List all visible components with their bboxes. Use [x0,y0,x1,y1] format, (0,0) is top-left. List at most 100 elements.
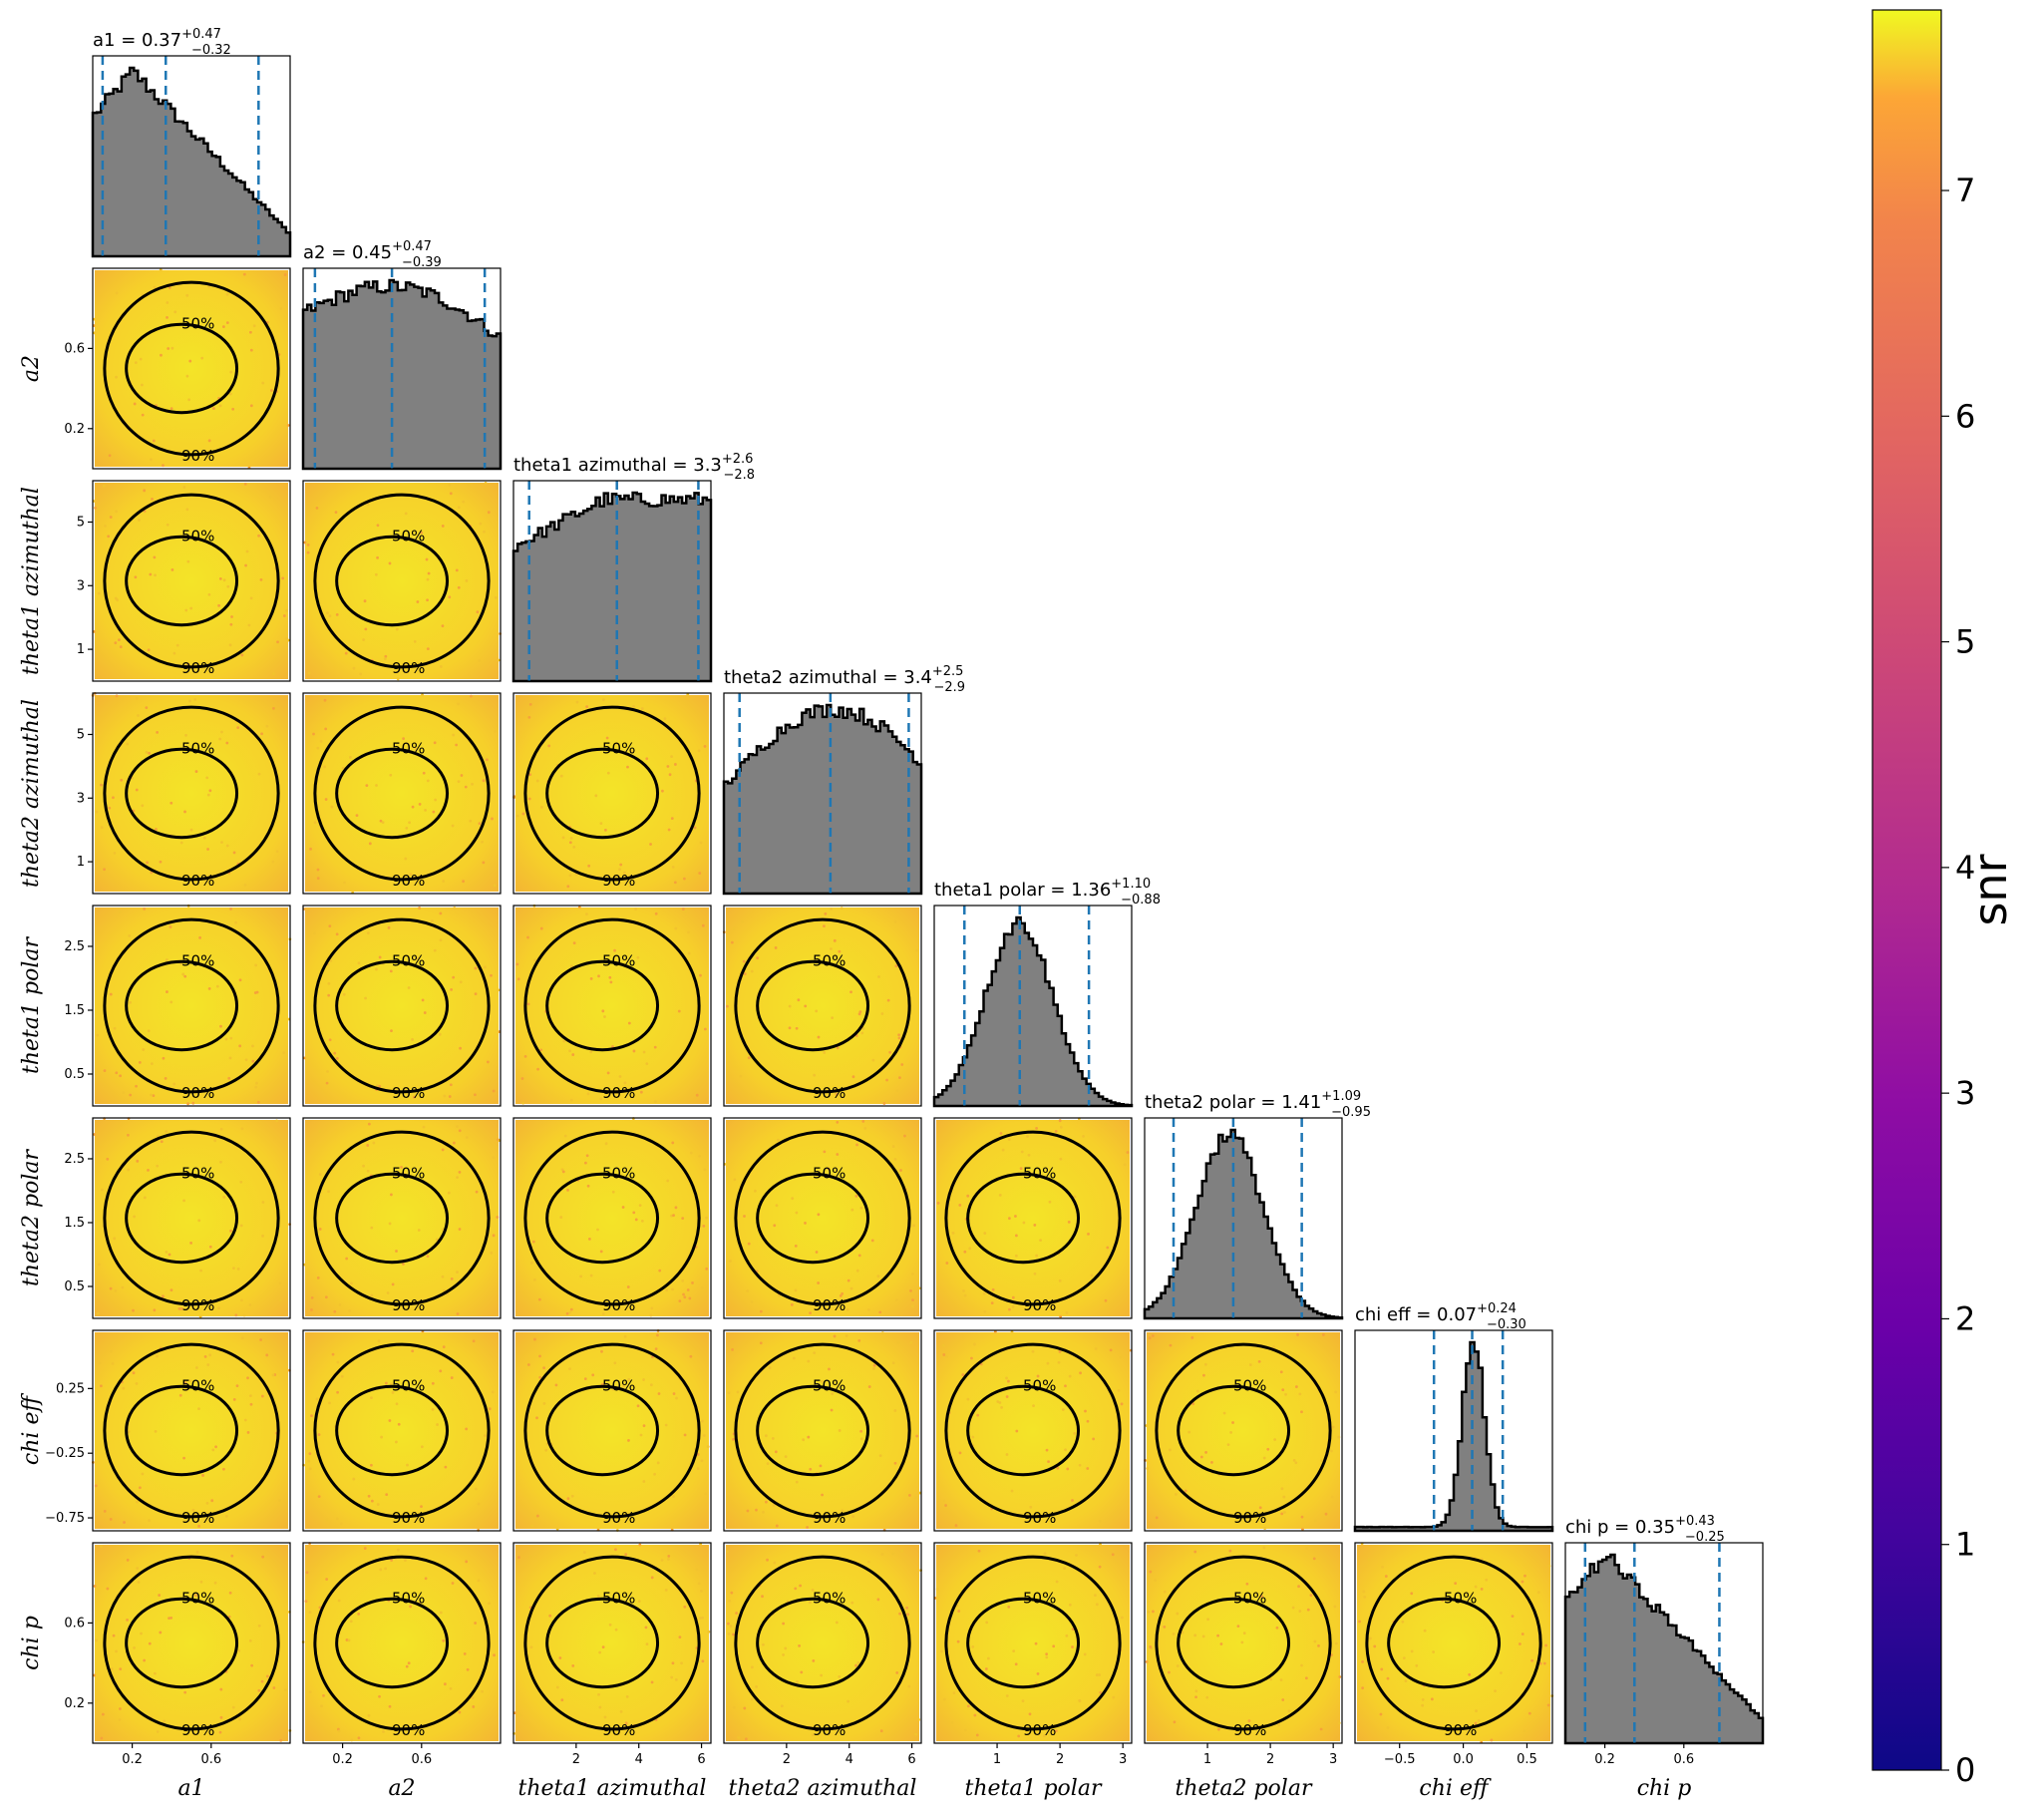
axes-frame [92,1117,291,1319]
xtick-label-theta1_az: 2 [572,1752,580,1767]
scatter-point [962,1289,965,1292]
scatter-panel-5-4: 50%90% [933,1117,1133,1319]
scatter-point [465,1560,469,1564]
scatter-point [791,1197,795,1201]
scatter-point [169,1000,173,1004]
contour-50 [545,1597,660,1689]
axes-frame [1144,1542,1343,1744]
scatter-point [1284,1392,1287,1396]
scatter-point [357,1736,361,1740]
scatter-point [1168,1448,1172,1452]
ytick-label-chi_eff: −0.75 [45,1511,85,1526]
scatter-point [536,1067,539,1071]
scatter-point [187,398,191,402]
scatter-point [628,885,632,888]
scatter-point [806,1526,809,1529]
ytick-label-a2: 0.2 [64,422,85,437]
scatter-point [1430,1697,1434,1701]
scatter-point [656,1333,659,1337]
scatter-point [561,836,565,840]
scatter-point [94,1484,98,1488]
axes-frame [92,1542,291,1744]
scatter-point [115,694,119,698]
scatter-point [104,525,107,528]
scatter-point [391,1282,395,1286]
scatter-point [872,1363,876,1367]
scatter-point [702,1434,706,1437]
scatter-point [672,1392,676,1395]
scatter-point [123,1521,126,1524]
scatter-point [851,1075,855,1079]
scatter-point [674,1206,678,1210]
scatter-point [255,1081,258,1085]
scatter-density-a1-theta2_pol [95,1120,288,1316]
scatter-point [1281,1698,1285,1701]
scatter-point [774,946,778,949]
scatter-point [608,975,612,979]
scatter-point [598,1705,602,1709]
scatter-point [1031,1349,1035,1353]
scatter-point [219,1024,222,1028]
scatter-point [217,603,221,607]
scatter-point [168,286,171,289]
scatter-point [191,1508,195,1512]
scatter-point [859,1437,863,1441]
scatter-point [143,1658,147,1662]
scatter-point [1011,1295,1015,1299]
scatter-point [375,967,378,971]
contour-90 [103,1342,280,1519]
title-plus-theta2_az: +2.5 [932,664,964,679]
scatter-point [813,1351,817,1355]
scatter-point [1474,1585,1478,1589]
scatter-point [431,1407,435,1411]
scatter-point [426,647,430,651]
scatter-point [1485,1578,1489,1582]
scatter-panel-7-5: 50%90% [1144,1542,1343,1744]
scatter-point [572,941,576,945]
scatter-point [1022,1221,1026,1225]
scatter-point [279,307,283,310]
scatter-point [194,770,198,773]
scatter-point [1007,1605,1011,1609]
ytick-label-chi_p: 0.6 [64,1616,85,1631]
scatter-point [627,1439,630,1442]
scatter-point [343,881,346,885]
colorbar-tick-label: 1 [1955,1526,1975,1564]
scatter-density-theta2_pol-chi_eff [1147,1332,1340,1529]
axes-frame [933,1542,1133,1744]
scatter-point [1108,1548,1112,1552]
scatter-point [1423,1629,1427,1633]
scatter-point [950,1721,954,1724]
scatter-point [405,1664,409,1668]
scatter-point [101,1188,104,1192]
scatter-point [566,885,570,889]
contour-90 [944,1130,1122,1306]
scatter-point [1032,1404,1035,1408]
contour-90 [734,917,911,1094]
scatter-point [337,1599,341,1603]
scatter-point [762,1642,765,1646]
scatter-point [379,1568,383,1572]
scatter-point [249,596,253,600]
scatter-point [376,524,380,528]
scatter-point [217,1306,220,1310]
scatter-point [1320,1459,1324,1463]
scatter-point [811,1733,815,1737]
scatter-point [613,1361,617,1365]
scatter-point [819,1464,823,1468]
xtick-label-theta1_pol: 1 [993,1752,1001,1767]
colorbar-tick-label: 4 [1955,849,1975,887]
scatter-point [954,1524,958,1528]
scatter-point [481,1689,485,1693]
scatter-density-theta2_az-theta2_pol [726,1120,919,1316]
scatter-point [568,1367,571,1371]
scatter-point [1043,1734,1046,1738]
scatter-point [272,707,275,710]
scatter-point [370,1499,374,1503]
scatter-point [971,1435,975,1439]
scatter-point [1008,1307,1011,1311]
scatter-point [193,698,197,701]
scatter-point [136,1500,139,1504]
scatter-point [611,1045,614,1048]
scatter-point [577,906,581,910]
